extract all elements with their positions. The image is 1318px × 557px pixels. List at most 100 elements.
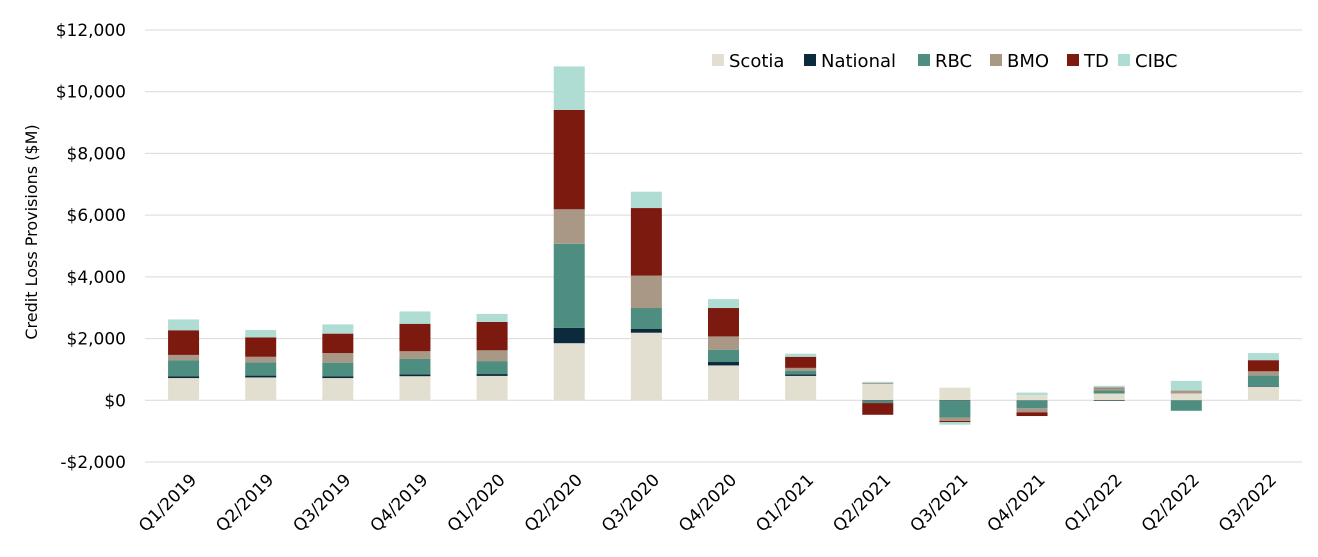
bar-segment-rbc [1170, 400, 1202, 411]
x-tick-label: Q2/2021 [829, 470, 895, 536]
bar-segment-rbc [708, 349, 739, 363]
legend-swatch [804, 54, 816, 66]
bar-segment-cibc [785, 353, 817, 357]
y-axis-tick-labels: -$2,000 $0 $2,000 $4,000 $6,000 $8,000 $10,000… [56, 21, 126, 473]
x-tick-label: Q4/2021 [984, 470, 1050, 536]
bar-segment-national [630, 329, 662, 333]
bar-segment-bmo [708, 336, 739, 350]
x-tick-label: Q3/2021 [907, 470, 973, 536]
bar-segment-scotia [785, 375, 817, 401]
bar-segment-scotia [630, 332, 662, 401]
bar-segment-bmo [862, 383, 894, 384]
x-tick-label: Q4/2019 [367, 470, 433, 536]
bar-segment-cibc [1247, 353, 1279, 361]
bar-segment-national [399, 374, 431, 377]
y-tick-label: $4,000 [67, 268, 126, 288]
bar-segment-rbc [168, 360, 200, 377]
legend: Scotia National RBC BMO TD CIBC [712, 51, 1177, 72]
x-tick-label: Q1/2022 [1061, 470, 1127, 536]
bar-segment-rbc [630, 308, 662, 330]
bar-segment-td [939, 420, 971, 423]
bar-segment-cibc [939, 422, 971, 425]
bar-segment-td [245, 337, 277, 357]
x-tick-label: Q1/2019 [135, 470, 201, 536]
legend-swatch [712, 54, 724, 66]
x-tick-label: Q3/2020 [598, 470, 664, 536]
legend-label: National [821, 51, 896, 72]
bar-segment-scotia [1170, 393, 1202, 401]
bar-segment-national [862, 400, 894, 401]
bar-segment-national [245, 375, 277, 378]
bar-segment-scotia [245, 377, 277, 401]
legend-label: CIBC [1135, 51, 1177, 72]
bar-segment-td [322, 333, 354, 354]
bar-segment-national [322, 376, 354, 379]
legend-item-bmo: BMO [990, 51, 1049, 72]
bar-segment-scotia [1093, 393, 1125, 401]
bar-segment-scotia [939, 387, 971, 401]
y-tick-label: $8,000 [67, 144, 126, 164]
bar-segment-scotia [1247, 386, 1279, 401]
bar-segment-scotia [476, 375, 508, 401]
bar-segment-bmo [553, 209, 585, 244]
bar-segment-bmo [630, 275, 662, 309]
bar-segment-scotia [708, 365, 739, 401]
bar-segment-td [708, 308, 739, 337]
x-tick-label: Q1/2020 [444, 470, 510, 536]
bar-segment-cibc [168, 319, 200, 331]
x-tick-label: Q3/2019 [289, 470, 355, 536]
bar-segment-scotia [862, 383, 894, 401]
bar-segment-rbc [245, 362, 277, 376]
bar-segment-rbc [1093, 390, 1125, 394]
legend-item-national: National [804, 51, 896, 72]
bar-segment-td [1016, 412, 1048, 417]
bar-segment-rbc [1016, 400, 1048, 409]
y-tick-label: $12,000 [56, 21, 126, 41]
bar-segment-national [476, 374, 508, 376]
bar-segment-td [476, 321, 508, 351]
bar-segment-bmo [785, 367, 817, 371]
bar-segment-rbc [553, 243, 585, 328]
bar-segment-rbc [862, 400, 894, 404]
legend-swatch [990, 54, 1002, 66]
bar-segment-national [939, 400, 971, 401]
bar-segment-scotia [168, 378, 200, 401]
bar-segment-cibc [1016, 392, 1048, 396]
bar-segment-bmo [1016, 408, 1048, 413]
bar-segment-td [399, 323, 431, 352]
bar-segment-scotia [553, 343, 585, 401]
bar-segment-scotia [1016, 395, 1048, 401]
bar-segment-cibc [630, 191, 662, 209]
legend-label: BMO [1007, 51, 1049, 72]
bar-segment-td [1247, 360, 1279, 372]
legend-label: RBC [935, 51, 972, 72]
bar-segment-rbc [1247, 375, 1279, 387]
bar-segment-bmo [1093, 388, 1125, 391]
bar-segment-td [630, 208, 662, 276]
bars-layer [168, 66, 1279, 425]
bar-segment-td [785, 356, 817, 368]
y-tick-label: $6,000 [67, 206, 126, 226]
x-tick-label: Q2/2022 [1138, 470, 1204, 536]
legend-item-scotia: Scotia [712, 51, 784, 72]
bar-segment-rbc [939, 400, 971, 418]
y-tick-label: $10,000 [56, 83, 126, 103]
bar-segment-cibc [322, 324, 354, 334]
bar-segment-bmo [245, 356, 277, 363]
legend-swatch [1118, 54, 1130, 66]
x-tick-label: Q1/2021 [752, 470, 818, 536]
legend-label: Scotia [729, 51, 784, 72]
bar-segment-rbc [785, 370, 817, 375]
bar-segment-td [1093, 387, 1125, 389]
bar-segment-rbc [399, 358, 431, 375]
legend-swatch [918, 54, 930, 66]
x-tick-label: Q4/2020 [675, 470, 741, 536]
y-tick-label: $0 [104, 391, 126, 411]
legend-item-cibc: CIBC [1118, 51, 1177, 72]
bar-segment-cibc [1170, 380, 1202, 391]
legend-item-td: TD [1067, 51, 1109, 72]
bar-segment-td [553, 109, 585, 210]
y-tick-label: $2,000 [67, 330, 126, 350]
